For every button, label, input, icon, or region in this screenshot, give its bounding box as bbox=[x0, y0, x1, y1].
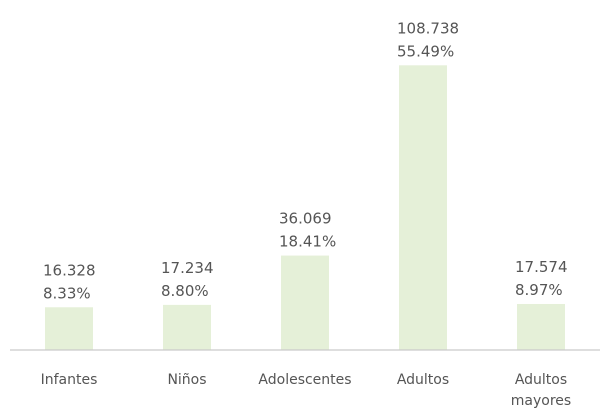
bar-2 bbox=[281, 255, 329, 350]
value-label-1: 17.234 bbox=[161, 259, 214, 277]
percent-label-3: 55.49% bbox=[397, 42, 454, 60]
x-tick-label-2: Adolescentes bbox=[258, 372, 351, 388]
x-tick-label-4: Adultos mayores bbox=[511, 372, 571, 408]
x-tick-label-0: Infantes bbox=[41, 372, 98, 388]
bar-3 bbox=[399, 65, 447, 351]
percent-label-4: 8.97% bbox=[515, 281, 563, 299]
percent-label-1: 8.80% bbox=[161, 282, 209, 300]
value-label-2: 36.069 bbox=[279, 210, 332, 228]
value-label-3: 108.738 bbox=[397, 19, 459, 37]
x-tick-label-3: Adultos bbox=[397, 372, 449, 388]
percent-label-0: 8.33% bbox=[43, 284, 91, 302]
bar-0 bbox=[45, 307, 93, 350]
x-tick-label-1: Niños bbox=[167, 372, 206, 388]
value-label-4: 17.574 bbox=[515, 258, 568, 276]
data-labels-group: 16.328 8.33% 17.234 8.80% 36.069 18.41% 108.73… bbox=[43, 19, 568, 302]
bar-1 bbox=[163, 304, 211, 350]
value-label-0: 16.328 bbox=[43, 261, 96, 279]
percent-label-2: 18.41% bbox=[279, 233, 336, 251]
x-tick-labels-group: Infantes Niños Adolescentes Adultos Adultos m… bbox=[41, 372, 572, 408]
bar-4 bbox=[517, 303, 565, 350]
bars-group bbox=[45, 65, 565, 351]
